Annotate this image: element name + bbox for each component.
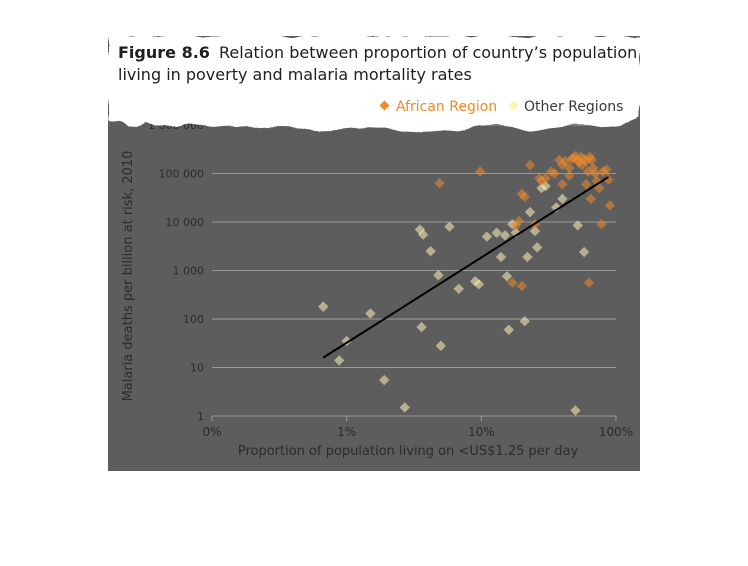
- x-tick-label: 10%: [468, 425, 495, 439]
- point-other-regions: [416, 321, 427, 333]
- x-tick-labels: 0% 1% 10% 100%: [202, 425, 633, 439]
- y-tick-label: 100 000: [159, 168, 205, 181]
- figure-caption-line2: living in poverty and malaria mortality …: [118, 65, 472, 84]
- figure-label: Figure 8.6: [118, 43, 210, 62]
- point-african-region: [585, 193, 597, 205]
- point-other-regions: [501, 271, 513, 282]
- point-other-regions: [453, 283, 464, 294]
- point-other-regions: [433, 270, 444, 281]
- x-tick-label: 100%: [599, 425, 633, 439]
- point-african-region: [557, 179, 568, 190]
- legend-label-african: African Region: [396, 99, 497, 115]
- point-african-region: [604, 200, 616, 211]
- point-african-region: [434, 178, 445, 189]
- y-axis-label: Malaria deaths per billion at risk, 2010: [121, 151, 136, 402]
- point-other-regions: [499, 230, 511, 241]
- trendline: [322, 176, 610, 359]
- point-other-regions: [399, 402, 410, 413]
- point-african-region: [474, 166, 486, 177]
- point-african-region: [589, 168, 601, 179]
- point-other-regions: [524, 206, 536, 218]
- point-other-regions: [379, 374, 390, 386]
- point-other-regions: [532, 242, 543, 253]
- trendline-group: [322, 176, 610, 359]
- x-axis-label: Proportion of population living on <US$1…: [238, 444, 579, 459]
- y-tick-label: 1: [197, 410, 204, 423]
- y-tick-label: 100: [183, 313, 204, 326]
- y-tick-label: 1 000: [173, 265, 205, 278]
- point-other-regions: [333, 355, 345, 366]
- point-african-region: [516, 280, 528, 292]
- point-african-region: [603, 174, 614, 185]
- point-other-regions: [425, 245, 436, 257]
- legend: African Region Other Regions: [379, 99, 623, 115]
- figure-caption-text1: Relation between proportion of country’s…: [219, 43, 637, 62]
- point-african-region: [524, 159, 536, 171]
- point-other-regions: [529, 225, 541, 237]
- point-other-regions: [491, 227, 502, 238]
- y-tick-label: 10 000: [166, 216, 205, 229]
- figure-caption-line1: Figure 8.6 Relation between proportion o…: [118, 43, 637, 62]
- x-tick-label: 1%: [337, 425, 356, 439]
- point-other-regions: [417, 229, 429, 240]
- point-african-region: [586, 154, 597, 166]
- point-african-region: [507, 277, 518, 288]
- point-african-region: [580, 179, 592, 190]
- point-other-regions: [365, 308, 376, 319]
- point-other-regions: [444, 221, 455, 232]
- y-tick-label: 10: [190, 362, 204, 375]
- point-other-regions: [503, 324, 515, 335]
- point-african-region: [596, 219, 607, 230]
- x-tick-label: 0%: [202, 425, 221, 439]
- point-other-regions: [570, 405, 581, 416]
- title-band: [108, 36, 640, 133]
- point-other-regions: [572, 220, 583, 231]
- point-african-region: [593, 182, 605, 194]
- point-other-regions: [495, 251, 507, 263]
- point-other-regions: [557, 193, 568, 205]
- point-other-regions: [435, 340, 446, 352]
- point-other-regions: [318, 301, 329, 312]
- point-other-regions: [481, 231, 493, 242]
- legend-label-other: Other Regions: [524, 99, 623, 115]
- point-african-region: [573, 157, 585, 168]
